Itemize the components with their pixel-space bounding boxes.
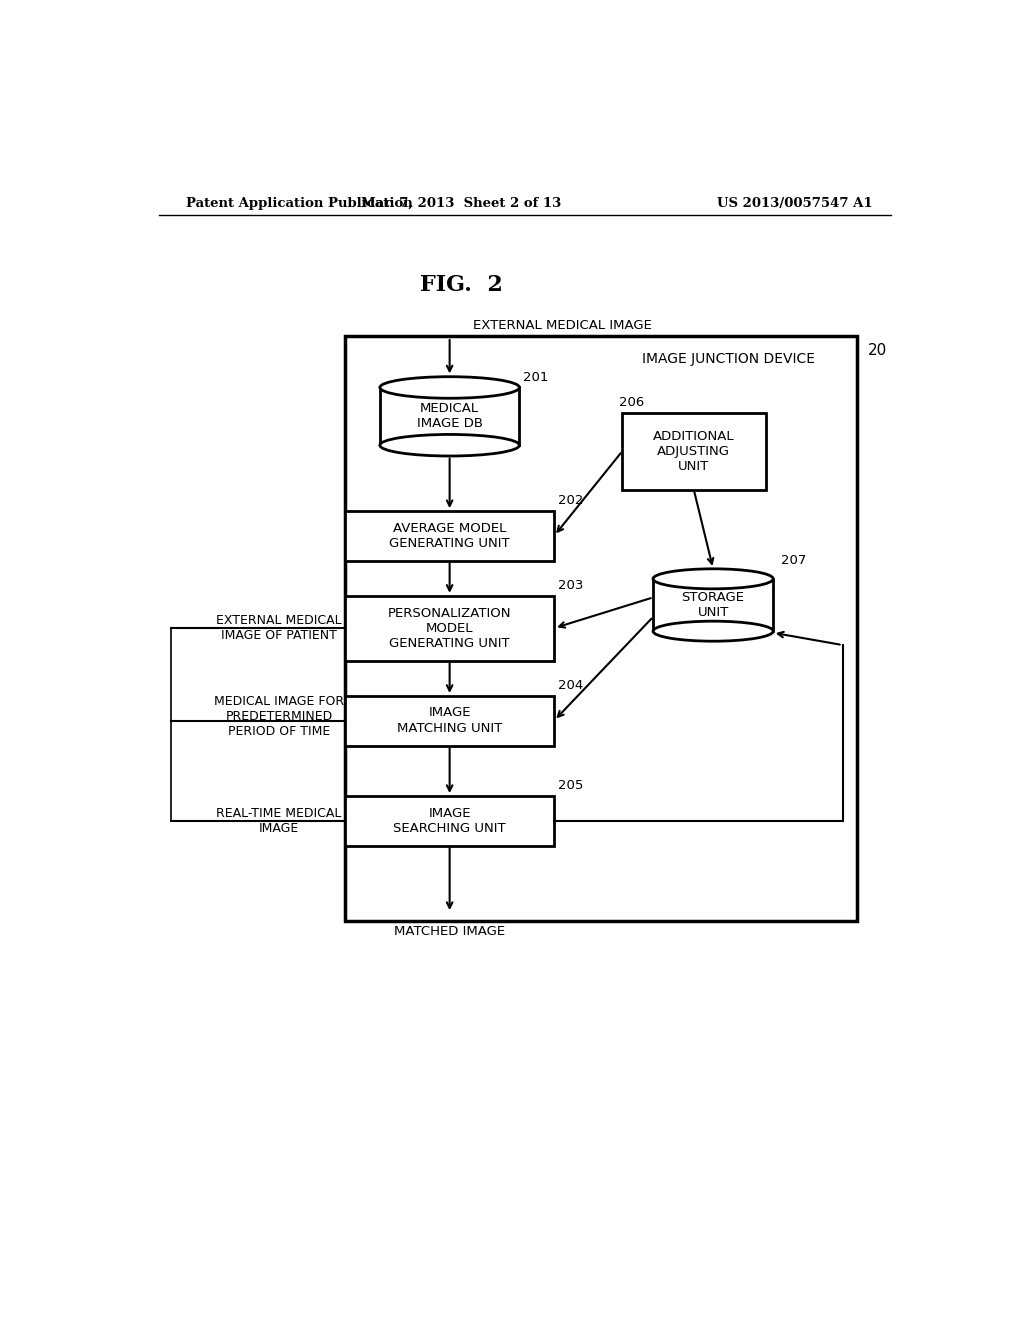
Bar [345,796,554,846]
Text: STORAGE
UNIT: STORAGE UNIT [682,591,744,619]
Text: IMAGE
MATCHING UNIT: IMAGE MATCHING UNIT [397,706,502,734]
Bar [380,388,519,445]
Text: 202: 202 [558,494,584,507]
Text: 204: 204 [558,678,584,692]
Ellipse shape [380,434,519,455]
Text: IMAGE JUNCTION DEVICE: IMAGE JUNCTION DEVICE [642,351,815,366]
Text: Patent Application Publication: Patent Application Publication [186,197,413,210]
Text: EXTERNAL MEDICAL
IMAGE OF PATIENT: EXTERNAL MEDICAL IMAGE OF PATIENT [216,614,342,642]
Text: FIG.  2: FIG. 2 [420,275,503,297]
Text: 206: 206 [618,396,644,409]
Text: ADDITIONAL
ADJUSTING
UNIT: ADDITIONAL ADJUSTING UNIT [653,429,734,473]
Bar [345,335,856,921]
Ellipse shape [653,622,773,642]
Bar [623,412,766,490]
Text: 20: 20 [868,343,888,358]
Bar [345,696,554,746]
Text: 205: 205 [558,779,584,792]
Text: IMAGE
SEARCHING UNIT: IMAGE SEARCHING UNIT [393,807,506,834]
Text: MATCHED IMAGE: MATCHED IMAGE [394,924,505,937]
Ellipse shape [380,376,519,399]
Text: 207: 207 [780,554,806,568]
Text: Mar. 7, 2013  Sheet 2 of 13: Mar. 7, 2013 Sheet 2 of 13 [361,197,561,210]
Bar [653,578,773,631]
Text: REAL-TIME MEDICAL
IMAGE: REAL-TIME MEDICAL IMAGE [216,807,342,834]
Text: AVERAGE MODEL
GENERATING UNIT: AVERAGE MODEL GENERATING UNIT [389,521,510,549]
Text: EXTERNAL MEDICAL IMAGE: EXTERNAL MEDICAL IMAGE [473,318,651,331]
Text: US 2013/0057547 A1: US 2013/0057547 A1 [717,197,872,210]
Text: MEDICAL IMAGE FOR
PREDETERMINED
PERIOD OF TIME: MEDICAL IMAGE FOR PREDETERMINED PERIOD O… [214,696,344,738]
Text: PERSONALIZATION
MODEL
GENERATING UNIT: PERSONALIZATION MODEL GENERATING UNIT [388,607,511,649]
Bar [345,511,554,561]
Ellipse shape [653,569,773,589]
Text: 203: 203 [558,579,584,591]
Text: MEDICAL
IMAGE DB: MEDICAL IMAGE DB [417,403,482,430]
Bar [345,595,554,661]
Text: 201: 201 [523,371,549,384]
